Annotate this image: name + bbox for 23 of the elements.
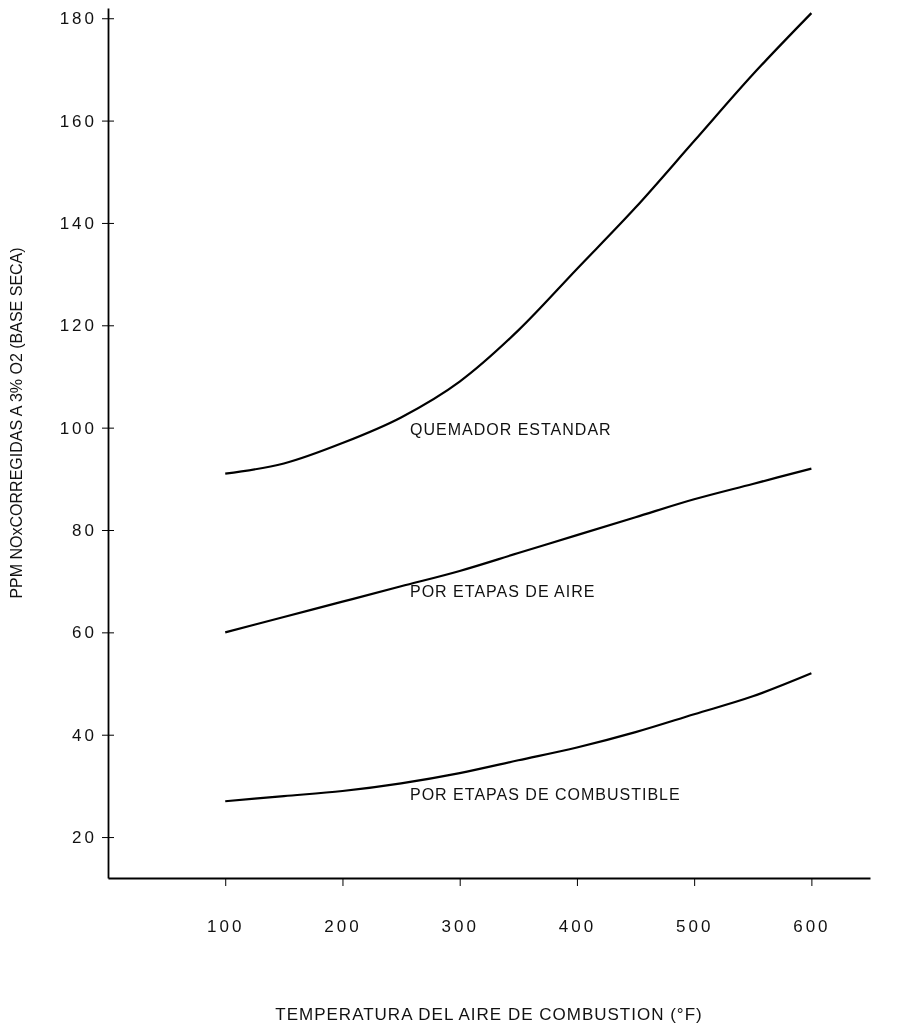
y-tick-label: 80 bbox=[72, 520, 97, 540]
y-tick-label: 160 bbox=[59, 111, 97, 131]
y-tick-label: 20 bbox=[72, 828, 97, 847]
y-axis-title: PPM NOxCORREGIDAS A 3% O2 (BASE SECA) bbox=[8, 247, 25, 599]
series-label: POR ETAPAS DE AIRE bbox=[410, 583, 596, 601]
line-series bbox=[224, 12, 813, 475]
series-label: POR ETAPAS DE COMBUSTIBLE bbox=[410, 785, 681, 803]
x-tick-label: 400 bbox=[558, 916, 597, 936]
y-tick-label: 40 bbox=[72, 725, 97, 745]
y-tick-label: 180 bbox=[59, 9, 97, 29]
y-tick-label: 120 bbox=[59, 316, 97, 336]
x-axis-title: TEMPERATURA DEL AIRE DE COMBUSTION (°F) bbox=[275, 1005, 703, 1024]
line-series bbox=[224, 672, 813, 803]
x-tick-label: 500 bbox=[675, 916, 714, 936]
x-tick-label: 600 bbox=[793, 916, 831, 936]
x-tick-label: 300 bbox=[441, 916, 479, 936]
line-series bbox=[224, 467, 813, 634]
y-tick-label: 100 bbox=[59, 418, 97, 438]
y-tick-label: 140 bbox=[59, 213, 97, 233]
y-tick-label: 60 bbox=[72, 623, 97, 643]
x-tick-label: 200 bbox=[324, 916, 362, 936]
x-tick-label: 100 bbox=[207, 916, 245, 936]
series-label: QUEMADOR ESTANDAR bbox=[410, 421, 612, 438]
